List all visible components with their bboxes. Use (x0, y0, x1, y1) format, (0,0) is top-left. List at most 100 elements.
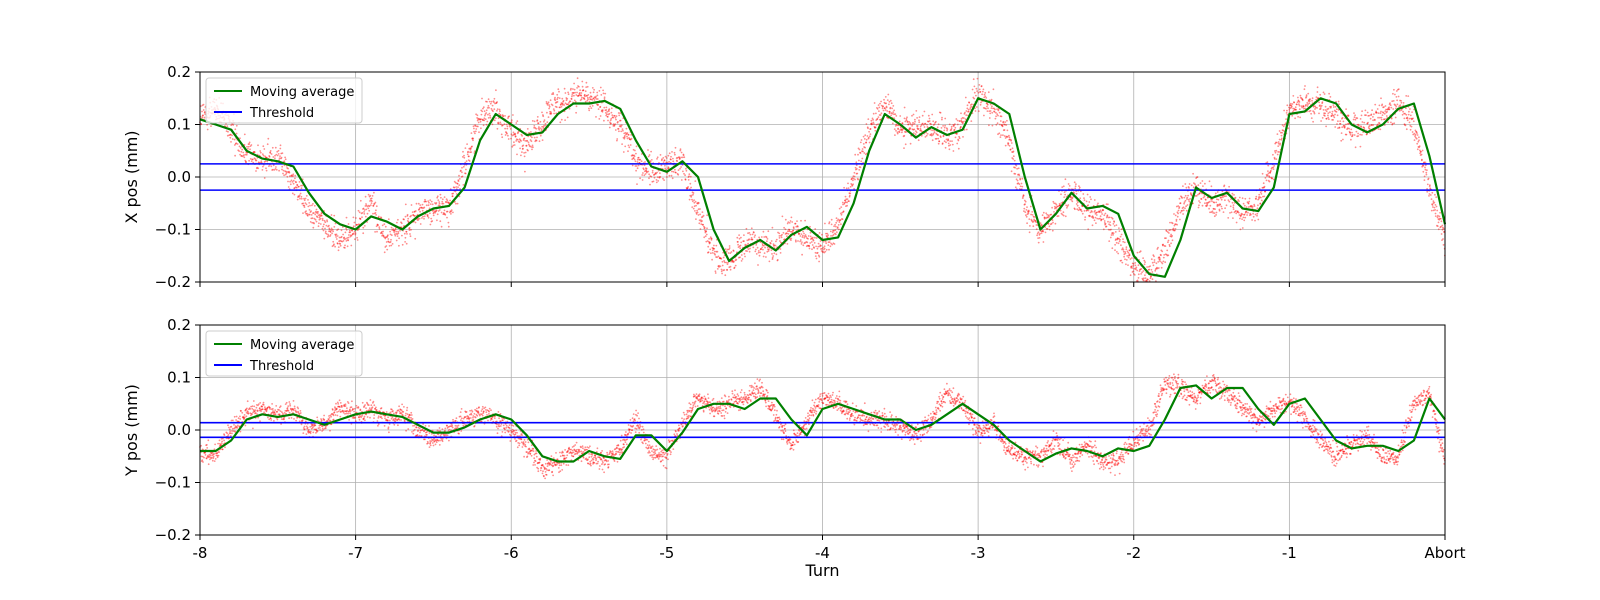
scatter-point (1015, 164, 1018, 167)
scatter-point (1177, 212, 1179, 215)
scatter-point (274, 413, 277, 416)
scatter-point (202, 103, 205, 106)
scatter-point (443, 209, 446, 212)
scatter-point (451, 195, 454, 198)
scatter-point (1357, 123, 1360, 126)
scatter-point (797, 240, 799, 242)
scatter-point (313, 204, 316, 207)
scatter-point (814, 251, 817, 254)
scatter-point (1188, 187, 1190, 189)
scatter-point (388, 241, 391, 244)
scatter-point (1158, 258, 1161, 261)
scatter-point (257, 403, 260, 405)
scatter-point (1292, 95, 1295, 97)
scatter-point (552, 92, 554, 94)
scatter-point (795, 225, 798, 228)
scatter-point (330, 229, 333, 232)
scatter-point (441, 202, 444, 205)
scatter-point (1407, 113, 1410, 116)
scatter-point (561, 97, 564, 100)
scatter-point (274, 168, 277, 170)
scatter-point (880, 112, 883, 115)
scatter-point (496, 108, 499, 110)
scatter-point (596, 103, 598, 106)
scatter-point (1154, 269, 1157, 272)
scatter-point (1308, 110, 1311, 113)
scatter-point (292, 175, 294, 177)
scatter-point (1249, 212, 1252, 215)
scatter-point (434, 211, 437, 214)
scatter-point (998, 132, 1001, 135)
scatter-point (718, 264, 720, 267)
scatter-point (321, 217, 324, 220)
scatter-point (330, 214, 333, 216)
scatter-point (818, 232, 821, 234)
scatter-point (899, 115, 902, 117)
scatter-point (1404, 124, 1407, 127)
scatter-point (855, 172, 858, 175)
scatter-point (1129, 249, 1131, 252)
scatter-point (1087, 215, 1090, 217)
scatter-point (821, 251, 824, 254)
scatter-point (460, 176, 463, 178)
scatter-point (385, 411, 388, 413)
scatter-point (480, 127, 482, 130)
scatter-point (674, 153, 676, 156)
scatter-point (1049, 213, 1052, 216)
scatter-point (712, 247, 715, 250)
scatter-point (233, 424, 235, 426)
scatter-point (902, 135, 905, 138)
scatter-point (905, 117, 908, 120)
scatter-point (345, 227, 347, 230)
scatter-point (482, 119, 484, 122)
scatter-point (818, 260, 820, 263)
scatter-point (1179, 211, 1182, 214)
scatter-point (1344, 125, 1346, 128)
scatter-point (570, 97, 573, 100)
scatter-point (432, 214, 435, 217)
scatter-point (410, 416, 412, 419)
scatter-point (626, 132, 629, 134)
scatter-point (906, 120, 909, 123)
scatter-point (1078, 206, 1081, 209)
scatter-point (1014, 186, 1017, 189)
scatter-point (1003, 135, 1006, 137)
scatter-point (581, 89, 584, 92)
scatter-point (1053, 211, 1055, 213)
scatter-point (450, 213, 452, 215)
scatter-point (818, 255, 821, 258)
scatter-point (691, 206, 694, 209)
scatter-point (293, 187, 296, 190)
scatter-point (1370, 124, 1373, 126)
scatter-point (798, 233, 800, 236)
scatter-point (901, 131, 903, 134)
scatter-point (1371, 124, 1373, 127)
scatter-point (1016, 167, 1018, 170)
scatter-point (335, 402, 337, 405)
scatter-point (961, 116, 964, 119)
scatter-point (1221, 207, 1223, 210)
scatter-point (893, 109, 895, 112)
scatter-point (1088, 214, 1091, 217)
scatter-point (259, 150, 262, 152)
scatter-point (324, 230, 327, 233)
scatter-point (1165, 253, 1168, 256)
scatter-point (992, 88, 995, 91)
scatter-point (1205, 205, 1208, 208)
scatter-point (670, 174, 673, 177)
scatter-point (278, 169, 280, 172)
scatter-point (1087, 228, 1090, 231)
scatter-point (288, 411, 291, 414)
scatter-point (584, 95, 586, 98)
scatter-point (801, 236, 804, 239)
scatter-point (521, 145, 524, 148)
scatter-point (804, 234, 807, 236)
scatter-point (1023, 207, 1026, 210)
scatter-point (571, 92, 574, 94)
scatter-point (1314, 105, 1317, 108)
scatter-point (470, 146, 473, 148)
scatter-point (587, 94, 590, 96)
scatter-point (498, 108, 501, 111)
scatter-point (1311, 97, 1314, 100)
scatter-point (1244, 216, 1247, 219)
